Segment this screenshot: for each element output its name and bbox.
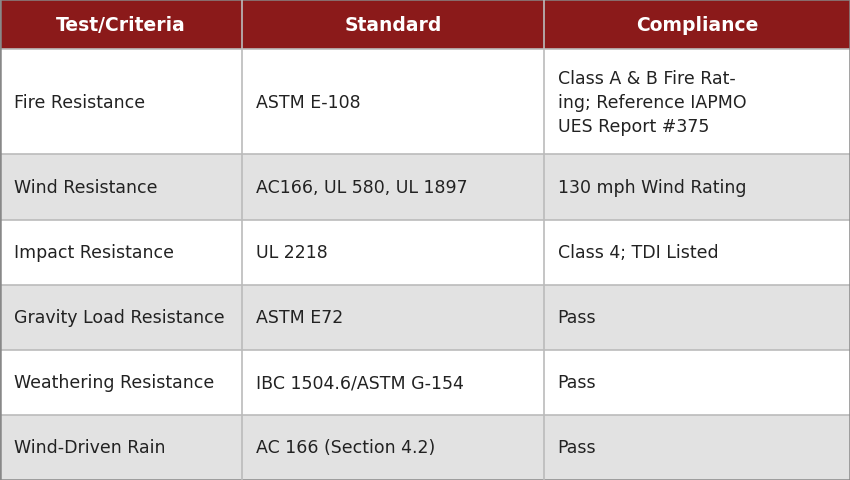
Bar (0, 285, 242, 350)
Text: Wind Resistance: Wind Resistance (14, 179, 157, 197)
Bar (0, 350, 242, 415)
Bar (242, 415, 544, 480)
Text: Pass: Pass (558, 439, 596, 456)
Bar (242, 0, 544, 50)
Bar (0, 220, 242, 285)
Bar (544, 0, 850, 50)
Text: Pass: Pass (558, 373, 596, 392)
Text: IBC 1504.6/ASTM G-154: IBC 1504.6/ASTM G-154 (256, 373, 464, 392)
Text: AC166, UL 580, UL 1897: AC166, UL 580, UL 1897 (256, 179, 468, 197)
Text: Fire Resistance: Fire Resistance (14, 94, 145, 112)
Text: Compliance: Compliance (636, 16, 758, 35)
Bar (544, 50, 850, 155)
Bar (0, 415, 242, 480)
Bar (242, 285, 544, 350)
Bar (544, 415, 850, 480)
Text: Standard: Standard (344, 16, 442, 35)
Text: Impact Resistance: Impact Resistance (14, 243, 173, 262)
Bar (0, 0, 242, 50)
Bar (544, 350, 850, 415)
Bar (242, 220, 544, 285)
Text: UL 2218: UL 2218 (256, 243, 327, 262)
Text: Class 4; TDI Listed: Class 4; TDI Listed (558, 243, 718, 262)
Text: Wind-Driven Rain: Wind-Driven Rain (14, 439, 165, 456)
Bar (242, 155, 544, 220)
Text: Pass: Pass (558, 309, 596, 326)
Bar (0, 50, 242, 155)
Text: Gravity Load Resistance: Gravity Load Resistance (14, 309, 224, 326)
Bar (0, 155, 242, 220)
Bar (544, 220, 850, 285)
Text: ASTM E-108: ASTM E-108 (256, 94, 360, 112)
Bar (544, 285, 850, 350)
Bar (242, 350, 544, 415)
Text: AC 166 (Section 4.2): AC 166 (Section 4.2) (256, 439, 435, 456)
Bar (242, 50, 544, 155)
Bar (544, 155, 850, 220)
Text: Test/Criteria: Test/Criteria (56, 16, 186, 35)
Text: Weathering Resistance: Weathering Resistance (14, 373, 214, 392)
Text: ASTM E72: ASTM E72 (256, 309, 343, 326)
Text: Class A & B Fire Rat-
ing; Reference IAPMO
UES Report #375: Class A & B Fire Rat- ing; Reference IAP… (558, 70, 746, 136)
Text: 130 mph Wind Rating: 130 mph Wind Rating (558, 179, 746, 197)
